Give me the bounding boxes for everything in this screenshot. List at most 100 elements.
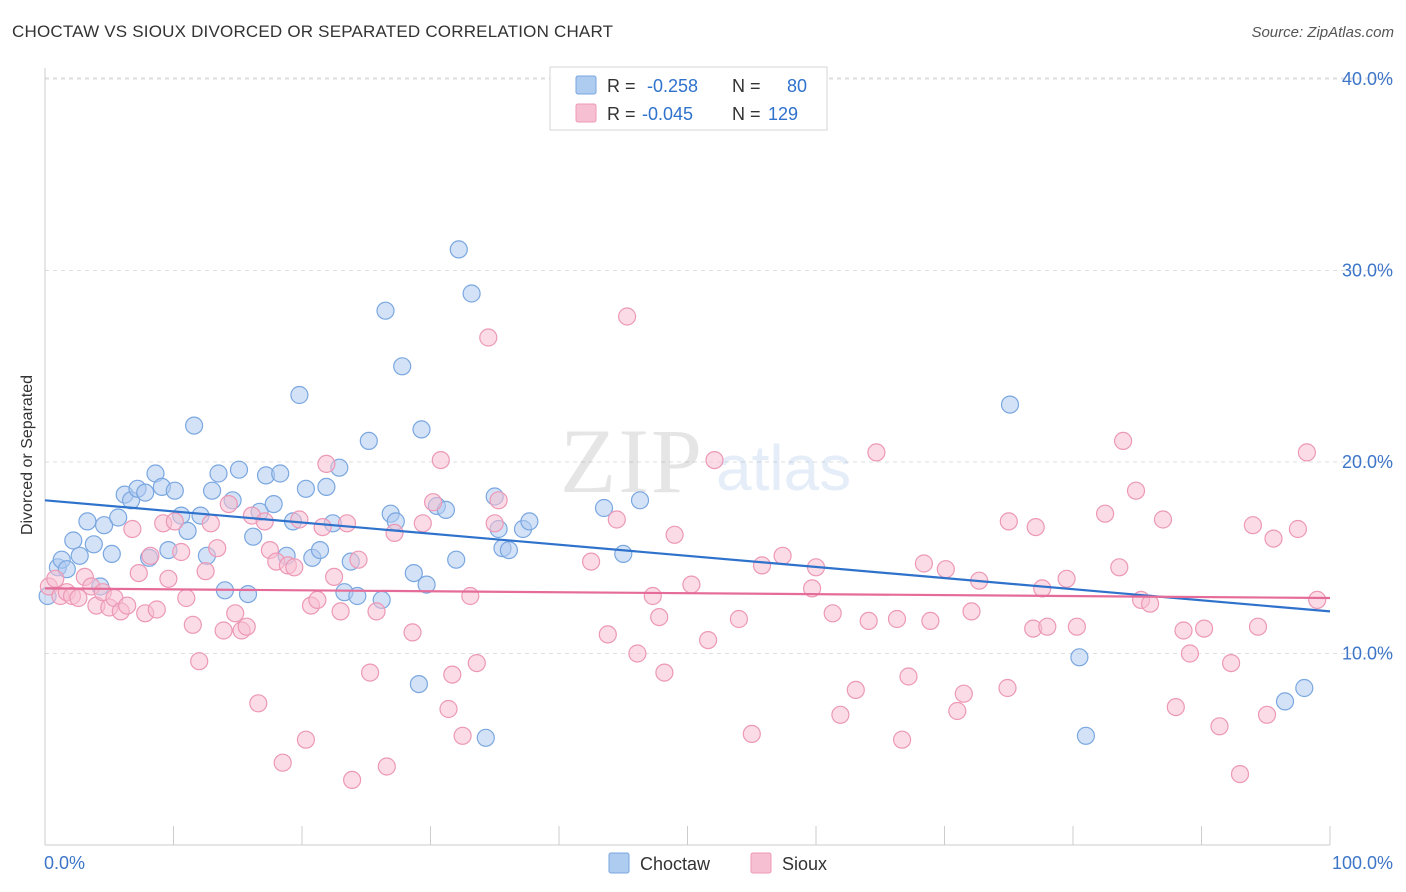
- sioux-point: [650, 607, 669, 627]
- watermark-atlas: atlas: [716, 432, 851, 504]
- sioux-point: [698, 630, 718, 650]
- sioux-point: [921, 611, 940, 631]
- sioux-point: [581, 552, 601, 571]
- sioux-point: [1126, 481, 1146, 500]
- choctaw-point: [614, 544, 633, 564]
- sioux-point: [1026, 517, 1045, 537]
- sioux-point: [1194, 619, 1214, 638]
- legend-sioux-label: Sioux: [782, 854, 827, 874]
- choctaw-point: [185, 416, 204, 435]
- sioux-point: [196, 562, 215, 581]
- choctaw-point: [447, 550, 466, 569]
- choctaw-point: [359, 431, 378, 450]
- sioux-point: [831, 705, 850, 724]
- sioux-point: [999, 512, 1018, 531]
- sioux-point: [773, 546, 792, 565]
- sioux-point: [802, 579, 822, 598]
- sioux-point: [123, 519, 142, 539]
- choctaw-point: [84, 535, 103, 554]
- choctaw-point: [264, 495, 283, 514]
- sioux-point: [1180, 644, 1200, 663]
- sioux-point: [461, 586, 480, 606]
- stats-legend: R = -0.258 N = 80 R = -0.045 N = 129: [549, 66, 828, 131]
- sioux-point: [141, 546, 160, 565]
- choctaw-point: [404, 563, 423, 583]
- sioux-n-value: 129: [768, 104, 798, 124]
- sioux-point: [226, 604, 245, 623]
- sioux-point: [424, 493, 443, 512]
- x-tick-label: 0.0%: [44, 853, 85, 873]
- sioux-point: [485, 514, 504, 533]
- sioux-point: [489, 491, 508, 510]
- sioux-point: [183, 615, 202, 634]
- sioux-point: [752, 556, 772, 575]
- choctaw-n-value: 80: [787, 76, 807, 96]
- choctaw-point: [376, 301, 395, 320]
- sioux-n-label: N =: [732, 104, 761, 124]
- choctaw-point: [244, 527, 263, 546]
- sioux-point: [165, 512, 184, 531]
- choctaw-point: [462, 284, 481, 303]
- sioux-point: [172, 542, 191, 562]
- sioux-point: [467, 653, 486, 673]
- sioux-point: [1095, 504, 1115, 523]
- sioux-point: [936, 560, 955, 579]
- choctaw-point: [64, 531, 83, 550]
- sioux-point: [443, 665, 462, 684]
- sioux-point: [665, 525, 684, 544]
- sioux-point: [308, 590, 327, 610]
- sioux-point: [46, 569, 65, 588]
- sioux-point: [377, 757, 396, 776]
- sioux-point: [317, 454, 336, 473]
- sioux-point: [159, 569, 178, 588]
- sioux-r-value: -0.045: [642, 104, 693, 124]
- sioux-point: [201, 514, 220, 533]
- choctaw-r-label: R =: [607, 76, 636, 96]
- sioux-point: [255, 512, 274, 531]
- sioux-point: [628, 644, 647, 663]
- sioux-point: [962, 602, 981, 621]
- sioux-point: [349, 550, 368, 569]
- legend-sioux-swatch: [750, 852, 772, 874]
- sioux-point: [313, 517, 332, 537]
- sioux-points: [39, 307, 1327, 790]
- sioux-point: [1067, 617, 1087, 636]
- sioux-point: [431, 451, 450, 470]
- choctaw-point: [449, 240, 468, 259]
- sioux-point: [729, 609, 749, 629]
- grid-lines: [45, 77, 1392, 654]
- choctaw-point: [102, 544, 121, 564]
- choctaw-point: [165, 481, 184, 500]
- choctaw-point: [70, 546, 89, 565]
- choctaw-point: [310, 540, 330, 560]
- sioux-point: [867, 443, 886, 462]
- x-tick-label: 100.0%: [1332, 853, 1393, 873]
- sioux-point: [413, 514, 432, 533]
- sioux-point: [129, 563, 148, 583]
- sioux-point: [1264, 529, 1283, 548]
- watermark-zip: ZIP: [560, 410, 704, 512]
- sioux-point: [1110, 558, 1129, 577]
- sioux-point: [296, 730, 315, 749]
- sioux-point: [859, 611, 878, 631]
- sioux-point: [1210, 717, 1229, 736]
- sioux-point: [682, 575, 701, 594]
- sioux-trend-line: [44, 587, 1331, 600]
- sioux-point: [705, 451, 724, 470]
- series-legend: Choctaw Sioux: [608, 852, 827, 874]
- chart-title: CHOCTAW VS SIOUX DIVORCED OR SEPARATED C…: [12, 22, 614, 41]
- sioux-r-label: R =: [607, 104, 636, 124]
- source-credit: Source: ZipAtlas.com: [1251, 24, 1394, 41]
- sioux-point: [439, 699, 458, 719]
- sioux-point: [214, 621, 233, 640]
- sioux-point: [118, 596, 137, 615]
- choctaw-point: [1295, 678, 1314, 698]
- sioux-point: [285, 558, 304, 577]
- sioux-point: [331, 602, 350, 621]
- choctaw-n-label: N =: [732, 76, 761, 96]
- sioux-point: [249, 694, 268, 713]
- sioux-point: [899, 667, 918, 686]
- sioux-point: [177, 588, 196, 608]
- sioux-point: [237, 617, 256, 636]
- choctaw-point: [209, 464, 228, 483]
